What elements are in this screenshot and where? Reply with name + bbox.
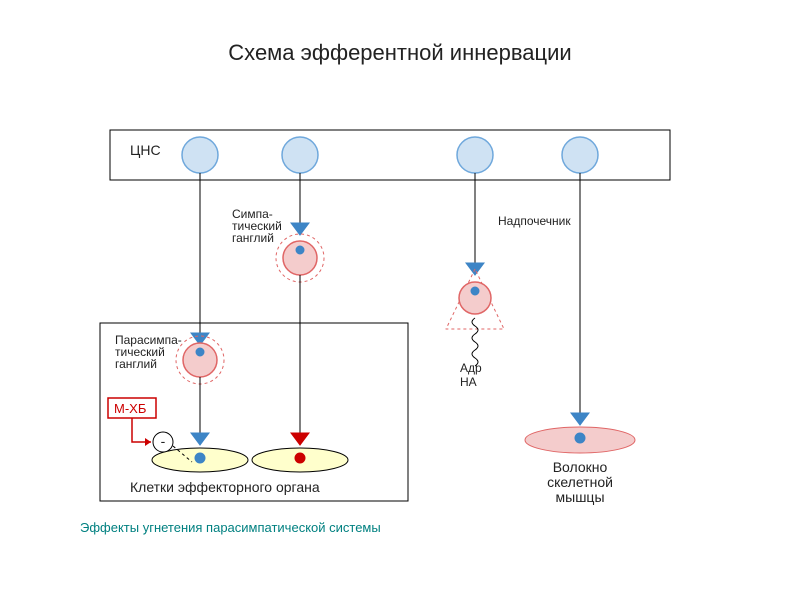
adrenal-squiggle — [472, 318, 478, 366]
muscle-label-2: мышцы — [556, 489, 605, 505]
symp-ganglion-label-2: ганглий — [232, 231, 274, 245]
effector-receptor-2 — [295, 453, 305, 463]
receptor-dot — [196, 348, 204, 356]
synapse-triangle — [291, 433, 309, 445]
mhb-arrow — [132, 418, 151, 442]
effector-label: Клетки эффекторного органа — [130, 479, 320, 495]
adrenal-label: Надпочечник — [498, 214, 571, 228]
synapse-triangle — [291, 223, 309, 235]
footer-label: Эффекты угнетения парасимпатической сист… — [80, 520, 381, 535]
muscle-label-0: Волокно — [553, 459, 608, 475]
synapse-triangle — [191, 433, 209, 445]
cns-label: ЦНС — [130, 142, 161, 158]
cns-neuron-0 — [182, 137, 218, 173]
minus-label: - — [161, 433, 166, 449]
na-label: НА — [460, 375, 477, 389]
page-title: Схема эфферентной иннервации — [228, 40, 571, 65]
cns-neuron-1 — [282, 137, 318, 173]
mhb-arrowhead — [145, 438, 151, 446]
parasymp-ganglion-label-2: ганглий — [115, 357, 157, 371]
mhb-label: М-ХБ — [114, 401, 146, 416]
adr-label: Адр — [460, 361, 482, 375]
muscle-label-1: скелетной — [547, 474, 613, 490]
receptor-dot — [296, 246, 304, 254]
synapse-triangle — [571, 413, 589, 425]
cns-neuron-2 — [457, 137, 493, 173]
effector-receptor-1 — [195, 453, 205, 463]
receptor-dot — [471, 287, 479, 295]
cns-neuron-3 — [562, 137, 598, 173]
muscle-receptor — [575, 433, 585, 443]
